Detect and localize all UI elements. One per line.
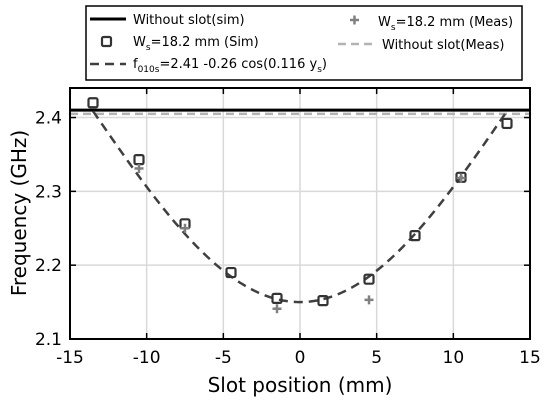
x-tick-label: -15: [56, 348, 84, 368]
grid: [69, 88, 531, 340]
meas-point: [364, 295, 374, 305]
x-tick-label: 15: [519, 348, 541, 368]
legend-label-sim: Ws=18.2 mm (Sim): [133, 35, 259, 53]
x-tick-label: 10: [443, 348, 465, 368]
axis-ticks: -15 -10 -5 0 5 10 15 2.1 2.2 2.3 2.4: [35, 88, 541, 368]
x-tick-label: 5: [371, 348, 382, 368]
y-axis-title: Frequency (GHz): [7, 130, 31, 296]
sim-point: [363, 273, 375, 285]
legend-label-without-slot-sim: Without slot(sim): [133, 13, 245, 28]
sim-point: [225, 266, 237, 279]
x-axis-title: Slot position (mm): [208, 373, 393, 397]
sim-point: [409, 230, 421, 242]
sim-point: [271, 292, 283, 304]
y-tick-label: 2.4: [35, 109, 62, 129]
sim-point: [501, 117, 513, 130]
meas-point: [272, 304, 282, 314]
legend-box: [85, 5, 523, 81]
legend-label-without-slot-meas: Without slot(Meas): [382, 38, 504, 53]
plot-area: [70, 97, 530, 314]
y-tick-label: 2.1: [35, 330, 62, 350]
legend-label-meas: Ws=18.2 mm (Meas): [378, 15, 513, 33]
meas-point: [134, 163, 144, 173]
sim-point: [87, 97, 99, 109]
legend: Without slot(sim) Ws=18.2 mm (Sim) f010s=2…: [85, 5, 523, 81]
fit-curve: [91, 110, 509, 304]
sim-point: [133, 154, 145, 166]
x-tick-label: -10: [133, 348, 161, 368]
x-tick-label: -5: [215, 348, 232, 368]
legend-label-fit: f010s=2.41 -0.26 cos(0.116 ys): [133, 57, 327, 75]
sim-point: [317, 295, 329, 307]
legend-swatch-sim: [100, 35, 113, 48]
y-tick-label: 2.3: [35, 182, 62, 202]
x-tick-label: 0: [295, 348, 306, 368]
y-tick-label: 2.2: [35, 256, 62, 276]
meas-point: [456, 173, 466, 183]
meas-point: [180, 223, 190, 233]
